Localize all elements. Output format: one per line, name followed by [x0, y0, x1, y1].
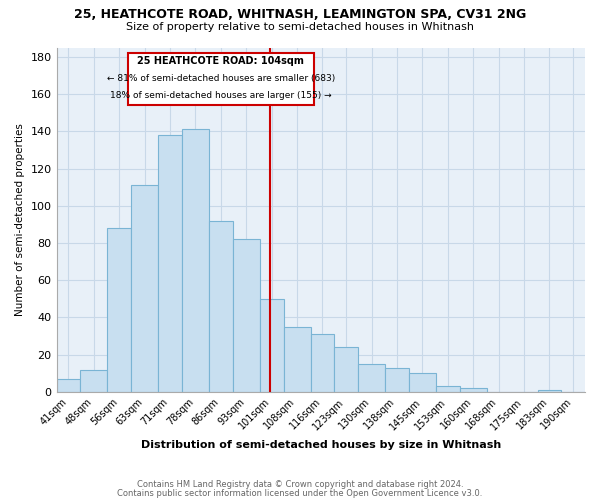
Bar [80, 370, 107, 392]
Text: 25, HEATHCOTE ROAD, WHITNASH, LEAMINGTON SPA, CV31 2NG: 25, HEATHCOTE ROAD, WHITNASH, LEAMINGTON… [74, 8, 526, 20]
Bar [311, 334, 334, 392]
Bar [107, 228, 131, 392]
Bar [209, 220, 233, 392]
Bar [56, 379, 80, 392]
Text: ← 81% of semi-detached houses are smaller (683): ← 81% of semi-detached houses are smalle… [107, 74, 335, 83]
Bar [409, 374, 436, 392]
Bar [233, 239, 260, 392]
Bar [182, 130, 209, 392]
Bar [131, 186, 158, 392]
Bar [358, 364, 385, 392]
Bar [284, 326, 311, 392]
Text: 18% of semi-detached houses are larger (155) →: 18% of semi-detached houses are larger (… [110, 91, 332, 100]
Text: 25 HEATHCOTE ROAD: 104sqm: 25 HEATHCOTE ROAD: 104sqm [137, 56, 304, 66]
X-axis label: Distribution of semi-detached houses by size in Whitnash: Distribution of semi-detached houses by … [140, 440, 501, 450]
Text: Contains public sector information licensed under the Open Government Licence v3: Contains public sector information licen… [118, 489, 482, 498]
Bar [538, 390, 561, 392]
Bar [436, 386, 460, 392]
Text: Size of property relative to semi-detached houses in Whitnash: Size of property relative to semi-detach… [126, 22, 474, 32]
Bar [334, 347, 358, 392]
Y-axis label: Number of semi-detached properties: Number of semi-detached properties [15, 124, 25, 316]
FancyBboxPatch shape [128, 53, 314, 105]
Bar [385, 368, 409, 392]
Bar [158, 135, 182, 392]
Text: Contains HM Land Registry data © Crown copyright and database right 2024.: Contains HM Land Registry data © Crown c… [137, 480, 463, 489]
Bar [260, 299, 284, 392]
Bar [460, 388, 487, 392]
